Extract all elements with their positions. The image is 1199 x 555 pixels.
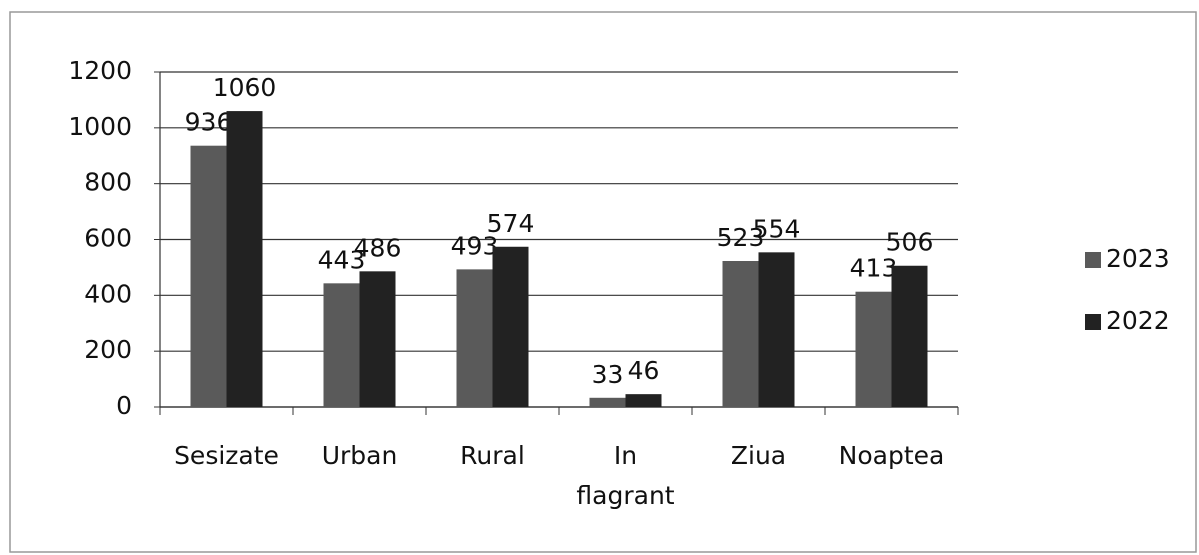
x-tick-label: Noaptea <box>839 441 945 470</box>
bar <box>359 271 396 407</box>
x-tick-label: Ziua <box>731 441 786 470</box>
data-label: 554 <box>753 214 801 243</box>
bar <box>226 111 263 407</box>
data-label: 46 <box>628 356 660 385</box>
data-label: 493 <box>451 231 499 260</box>
y-tick-label: 400 <box>84 279 132 308</box>
data-label: 936 <box>185 108 233 137</box>
legend-label: 2023 <box>1106 244 1170 273</box>
data-label: 574 <box>487 209 535 238</box>
bar <box>456 269 493 407</box>
bar <box>758 252 795 407</box>
y-tick-label: 600 <box>84 224 132 253</box>
y-tick-label: 1200 <box>68 56 132 85</box>
data-label: 523 <box>717 223 765 252</box>
data-label: 443 <box>318 245 366 274</box>
x-tick-label: Urban <box>322 441 398 470</box>
y-tick-label: 200 <box>84 335 132 364</box>
x-tick-label: Rural <box>460 441 525 470</box>
chart-border <box>9 11 1197 553</box>
x-tick-label: Sesizate <box>174 441 279 470</box>
y-tick-label: 0 <box>116 391 132 420</box>
legend-swatch <box>1085 252 1101 268</box>
bar <box>625 394 662 407</box>
bar <box>891 265 928 407</box>
bar <box>323 283 360 407</box>
legend-label: 2022 <box>1106 306 1170 335</box>
data-label: 506 <box>886 228 934 257</box>
bar <box>722 260 759 407</box>
bar <box>492 246 529 407</box>
y-tick-label: 800 <box>84 168 132 197</box>
bar <box>855 291 892 407</box>
x-tick-label: In flagrant <box>576 441 674 510</box>
data-label: 486 <box>354 233 402 262</box>
bar <box>190 145 227 407</box>
data-label: 413 <box>850 254 898 283</box>
y-tick-label: 1000 <box>68 112 132 141</box>
legend-swatch <box>1085 314 1101 330</box>
data-label: 33 <box>592 360 624 389</box>
bar <box>589 397 626 407</box>
data-label: 1060 <box>213 73 277 102</box>
